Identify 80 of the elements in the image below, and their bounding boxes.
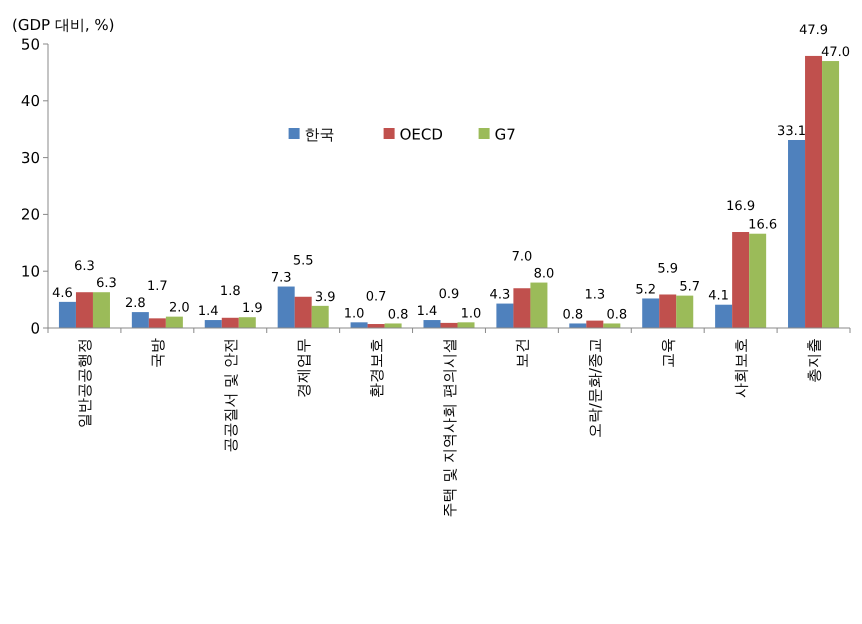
data-label: 7.3 [270,270,292,286]
data-label: 0.7 [366,289,386,304]
data-label: 2.0 [169,300,190,316]
bar [204,320,222,328]
data-label: 1.4 [198,304,219,320]
x-tick-label: 주택 및 지역사회 편의시설 [440,338,458,518]
bar [732,232,750,328]
y-tick-label: 0 [30,319,40,338]
data-label: 0.8 [606,307,628,322]
data-label: 1.9 [242,301,263,316]
bar [294,296,312,328]
data-label: 5.7 [679,280,700,295]
data-label: 4.6 [52,286,73,301]
bar [92,292,110,328]
data-label: 47.9 [799,22,828,38]
data-label: 5.2 [635,282,656,298]
data-label: 7.0 [512,250,532,265]
bar [312,306,329,328]
legend-label: G7 [494,125,516,144]
x-tick-label: 공공질서 및 안전 [222,338,240,453]
data-label: 47.0 [821,45,850,60]
bar [278,286,295,328]
bar [222,318,239,328]
bar [166,316,183,328]
data-label: 2.8 [125,296,146,312]
bar [513,288,530,328]
data-label: 1.3 [584,288,606,303]
bar [496,304,514,328]
bar [659,294,676,328]
bar [715,304,732,328]
bar [822,61,840,328]
x-tick-label: 총지출 [804,338,823,383]
data-label: 4.3 [490,288,510,303]
y-axis-title: (GDP 대비, %) [12,16,114,34]
bar [58,302,76,328]
data-label: 6.3 [74,259,95,274]
bar [749,234,766,328]
bar [642,298,660,328]
x-tick-label: 경제업무 [294,338,312,398]
data-label: 5.9 [657,261,678,276]
y-tick-label: 10 [20,262,40,280]
data-label: 1.0 [460,306,482,322]
data-label: 1.8 [220,284,241,300]
data-label: 3.9 [314,290,336,305]
y-tick-label: 50 [20,35,40,54]
bar [676,296,694,328]
data-label: 1.0 [344,306,364,322]
bar [238,317,256,328]
y-tick-label: 20 [20,206,40,224]
data-label: 33.1 [777,124,806,139]
x-tick-label: 오락/문화/종교 [586,338,604,438]
data-label: 0.8 [388,307,408,322]
data-label: 5.5 [292,254,314,269]
data-label: 0.8 [562,307,584,322]
legend-label: OECD [400,125,443,144]
legend-label: 한국 [304,125,335,144]
y-tick-label: 30 [20,148,40,167]
bar [132,312,149,328]
bar [586,320,604,328]
x-tick-label: 일반공공행정 [76,338,94,428]
y-tick-label: 40 [20,92,40,110]
data-label: 16.9 [726,199,756,214]
x-tick-label: 국방 [148,338,167,368]
bar [76,292,93,328]
x-tick-label: 보건 [513,338,532,368]
data-label: 16.6 [748,218,778,233]
x-tick-label: 교육 [658,338,677,368]
x-tick-label: 사회보호 [732,338,750,398]
data-label: 8.0 [534,266,554,282]
bar [148,318,166,328]
bar [530,282,548,328]
data-label: 1.7 [147,279,168,294]
bar [423,320,440,328]
data-label: 0.9 [438,287,460,302]
data-label: 6.3 [96,276,117,292]
data-label: 1.4 [416,304,438,320]
data-label: 4.1 [708,288,729,304]
bar [788,140,806,328]
bar [805,56,822,328]
x-tick-label: 환경보호 [367,338,386,398]
